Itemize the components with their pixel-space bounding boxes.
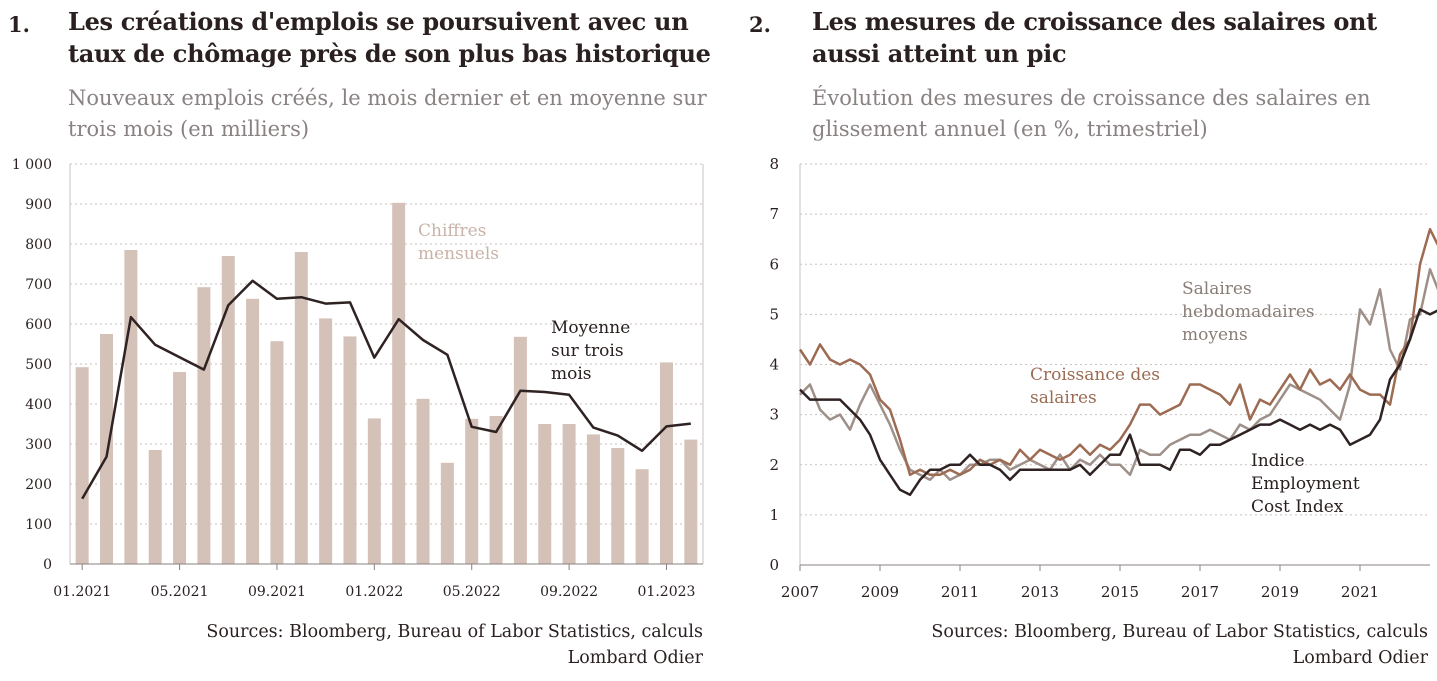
bar <box>319 318 333 564</box>
eci-series-label: Cost Index <box>1251 497 1344 517</box>
y-tick-label: 7 <box>769 205 779 223</box>
wages-chart: 0 1 2 3 4 5 6 7 8 2007 2009 2011 2013 2015 2017 2019 202… <box>769 155 1437 601</box>
chart-panel-1: 1. Les créations d'emplois se poursuiven… <box>8 7 711 668</box>
bar <box>294 252 308 564</box>
bar <box>343 336 357 564</box>
y-tick-label: 2 <box>769 456 779 474</box>
y-tick-label: 300 <box>25 437 52 453</box>
y-tick-label: 500 <box>25 357 52 373</box>
x-tick-label: 01.2022 <box>345 584 403 600</box>
bar <box>100 334 114 564</box>
x-tick-label: 2021 <box>1341 583 1379 601</box>
bar <box>197 287 211 564</box>
bar <box>246 298 260 564</box>
bar <box>586 434 600 564</box>
chart-source: Sources: Bloomberg, Bureau of Labor Stat… <box>931 622 1428 668</box>
line-series-croissance <box>798 227 1437 477</box>
line-series-moyenne <box>81 279 691 500</box>
bar <box>221 256 235 564</box>
chart-number: 1. <box>8 12 30 37</box>
y-tick-label: 400 <box>25 397 52 413</box>
bar <box>684 439 698 564</box>
line-series-eci <box>799 308 1437 497</box>
croissance-series-label: Croissance des <box>1030 365 1160 385</box>
x-tick-label: 2009 <box>861 583 899 601</box>
y-tick-label: 3 <box>769 406 779 424</box>
bar <box>562 424 576 564</box>
bar <box>416 398 430 564</box>
hebdomadaires-series-label: Salaires <box>1182 279 1252 299</box>
y-tick-label: 0 <box>769 556 779 574</box>
y-tick-label: 1 <box>769 506 779 524</box>
y-tick-label: 4 <box>769 356 779 374</box>
bar <box>392 202 406 565</box>
y-tick-label: 0 <box>43 557 52 573</box>
line-series-label: sur trois <box>551 341 624 361</box>
x-tick-label: 2013 <box>1021 583 1059 601</box>
chart-number: 2. <box>749 12 771 37</box>
y-tick-label: 8 <box>769 155 779 173</box>
hebdomadaires-series-label: moyens <box>1182 325 1248 345</box>
chart-title: Les mesures de croissance des salaires o… <box>812 7 1377 68</box>
x-tick-label: 01.2023 <box>638 584 696 600</box>
line-series-label: Moyenne <box>551 318 630 338</box>
bar <box>148 450 162 564</box>
bar <box>124 250 138 564</box>
bars-series-label: mensuels <box>418 244 499 264</box>
y-tick-label: 100 <box>25 517 52 533</box>
bar <box>440 462 454 564</box>
x-tick-label: 2011 <box>941 583 979 601</box>
x-tick-label: 09.2022 <box>540 584 598 600</box>
x-tick-label: 2019 <box>1261 583 1299 601</box>
x-tick-label: 01.2021 <box>53 584 111 600</box>
bar <box>465 418 479 564</box>
bar <box>635 469 649 564</box>
y-tick-label: 1 000 <box>12 157 52 173</box>
bar <box>75 367 89 564</box>
x-tick-label: 05.2022 <box>443 584 501 600</box>
y-tick-label: 900 <box>25 197 52 213</box>
bar <box>173 372 187 564</box>
x-tick-label: 2015 <box>1101 583 1139 601</box>
bar <box>538 424 552 564</box>
x-tick-label: 2017 <box>1181 583 1219 601</box>
line-series-hebdomadaires <box>799 268 1437 482</box>
y-tick-label: 200 <box>25 477 52 493</box>
bar <box>659 362 673 564</box>
chart-panel-2: 2. Les mesures de croissance des salaire… <box>745 0 1437 681</box>
bar <box>611 448 625 564</box>
jobs-chart: 0 100 200 300 400 500 600 700 800 900 1 000 01.2021… <box>12 157 704 600</box>
chart-subtitle: Nouveaux emplois créés, le mois dernier … <box>68 86 707 141</box>
bar <box>489 416 503 564</box>
chart-title: Les créations d'emplois se poursuivent a… <box>68 7 711 68</box>
x-tick-label: 05.2021 <box>151 584 209 600</box>
bar <box>513 336 527 564</box>
y-tick-label: 800 <box>25 237 52 253</box>
y-tick-label: 5 <box>769 305 779 323</box>
bars-series-label: Chiffres <box>418 221 486 241</box>
chart-source: Sources: Bloomberg, Bureau of Labor Stat… <box>206 622 703 668</box>
y-tick-label: 6 <box>769 255 779 273</box>
bar <box>270 341 284 564</box>
line-series-label: mois <box>551 364 592 384</box>
y-tick-label: 600 <box>25 317 52 333</box>
x-tick-label: 09.2021 <box>248 584 306 600</box>
croissance-series-label: salaires <box>1030 388 1097 408</box>
eci-series-label: Employment <box>1251 474 1360 494</box>
chart-subtitle: Évolution des mesures de croissance des … <box>812 86 1371 141</box>
eci-series-label: Indice <box>1251 451 1305 471</box>
bar <box>367 418 381 564</box>
hebdomadaires-series-label: hebdomadaires <box>1182 302 1315 322</box>
y-tick-label: 700 <box>25 277 52 293</box>
x-tick-label: 2007 <box>781 583 819 601</box>
